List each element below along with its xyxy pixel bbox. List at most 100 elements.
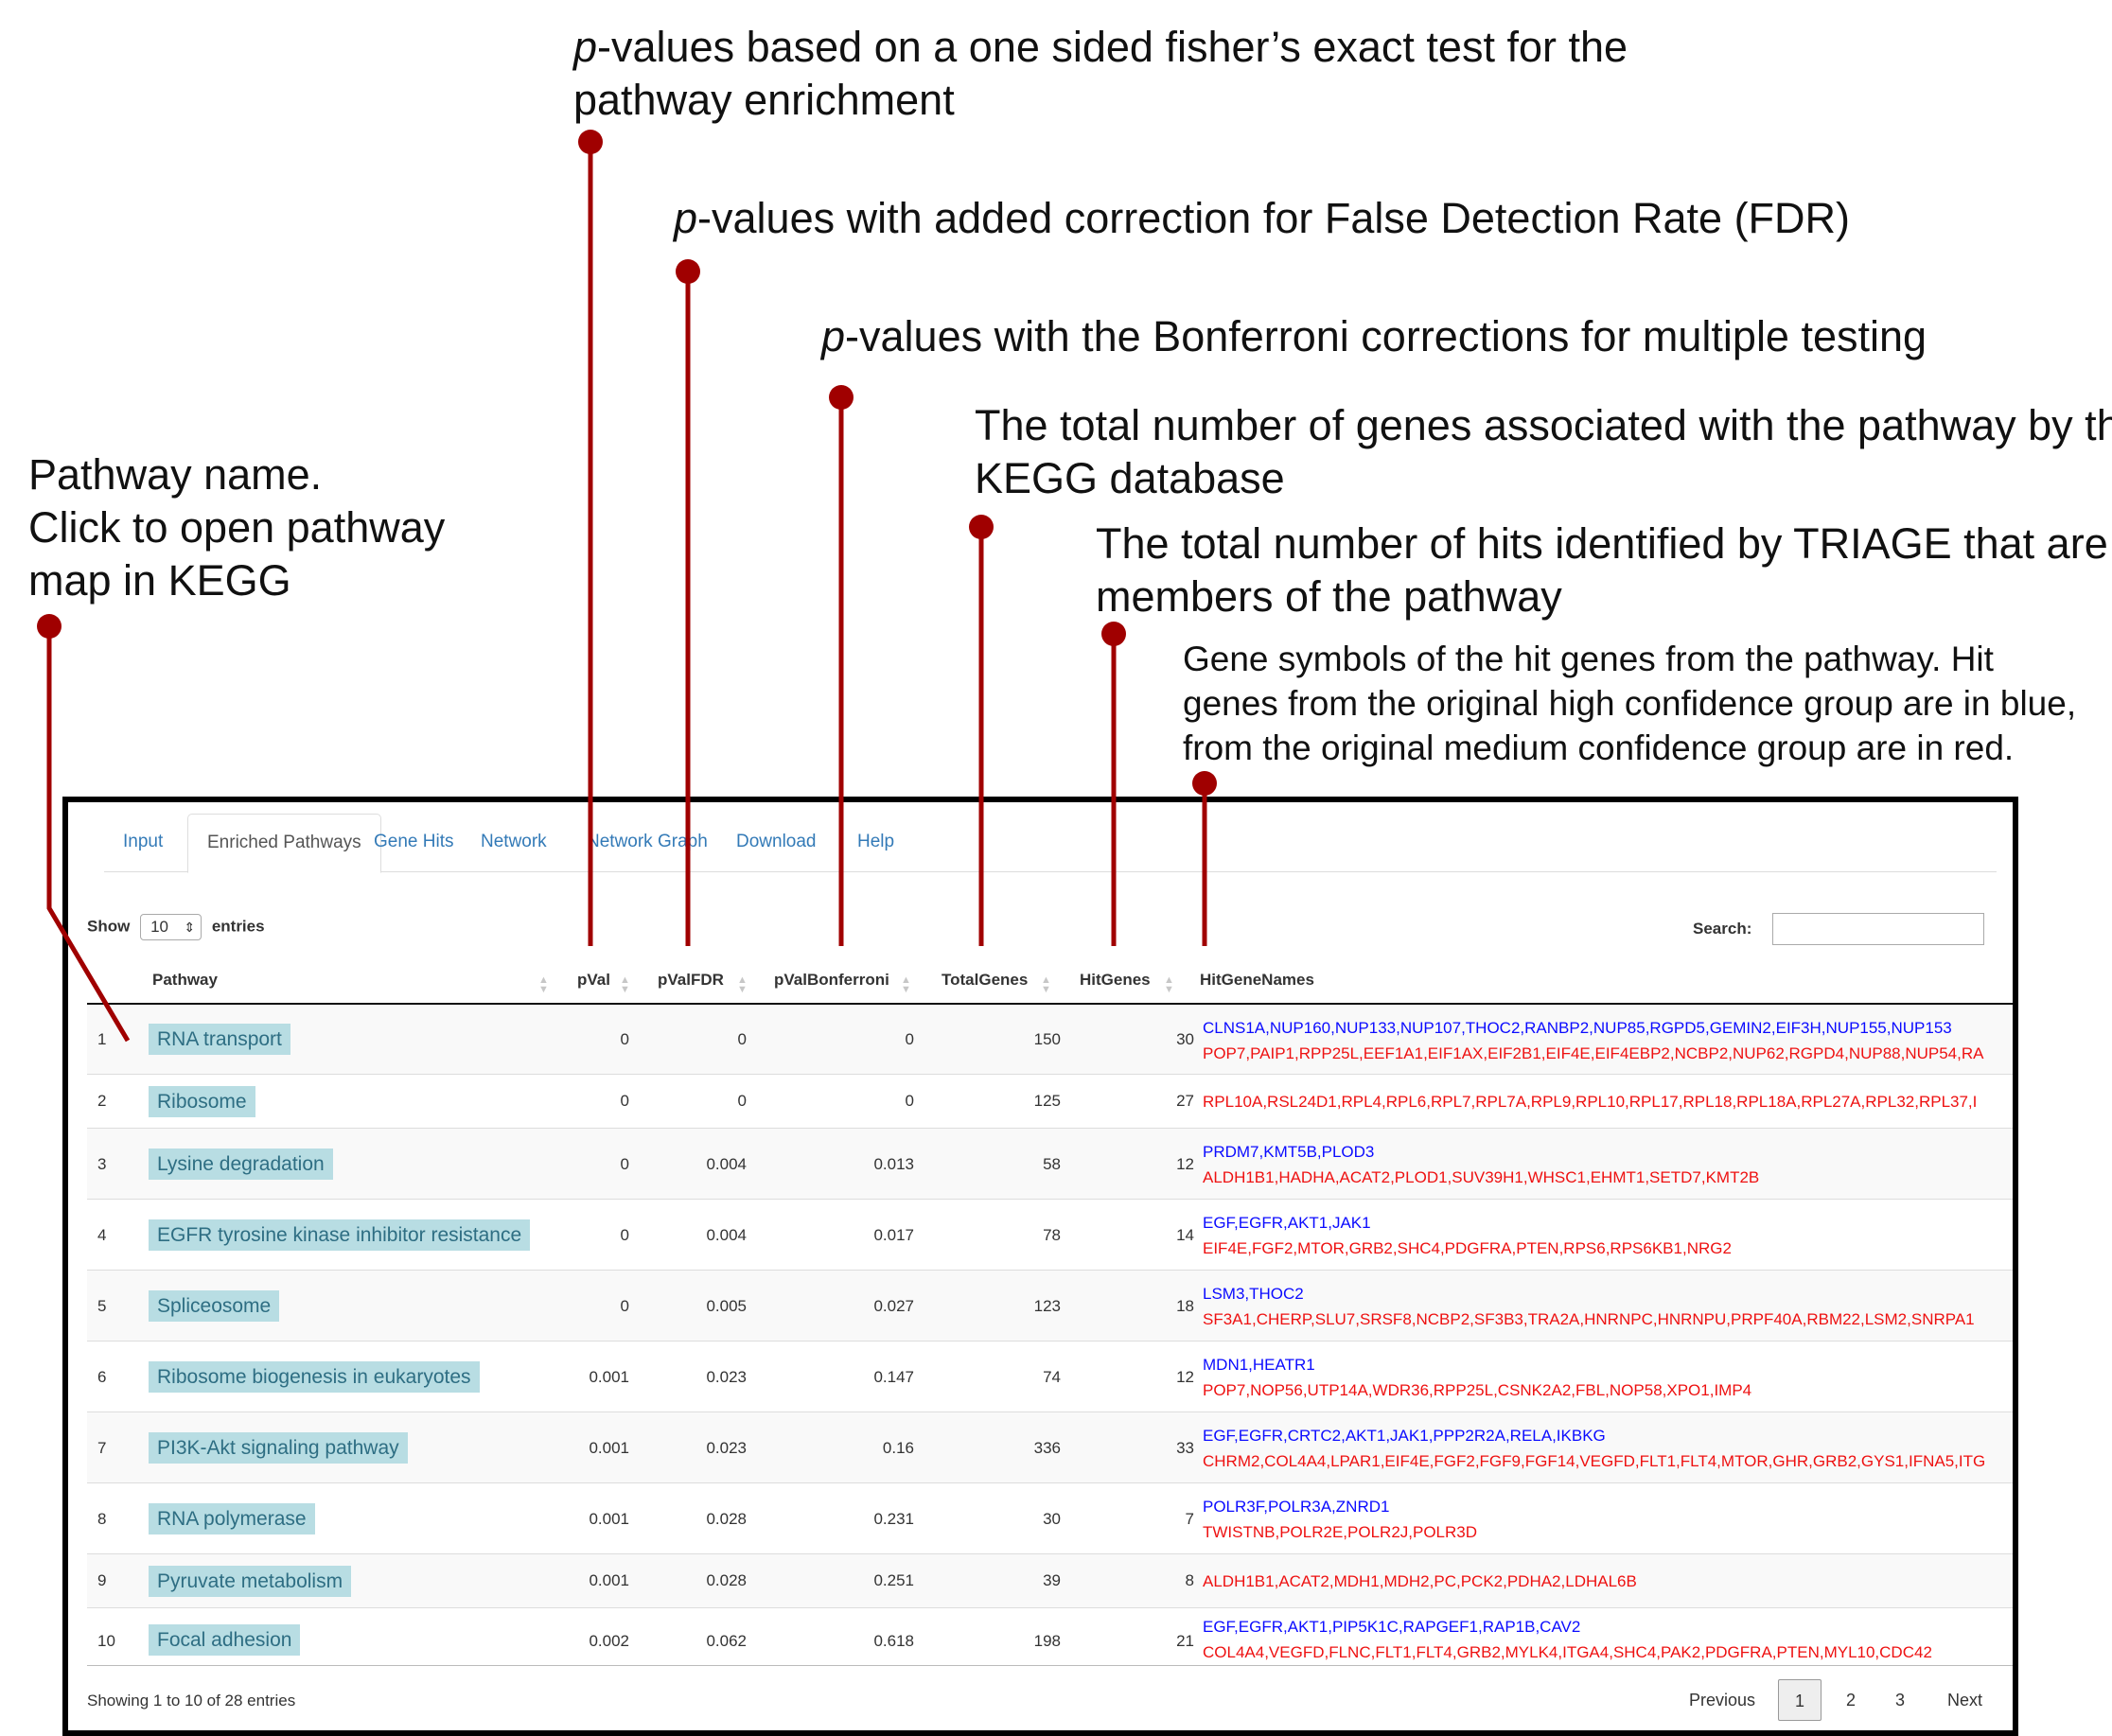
total-genes-cell: 58 bbox=[1043, 1155, 1061, 1173]
pval-cell: 0 bbox=[620, 1030, 629, 1048]
bonferroni-cell: 0.013 bbox=[873, 1155, 914, 1173]
hit-gene-names-cell: EGF,EGFR,CRTC2,AKT1,JAK1,PPP2R2A,RELA,IK… bbox=[1203, 1423, 1985, 1474]
pathway-link[interactable]: Ribosome biogenesis in eukaryotes bbox=[149, 1361, 480, 1393]
table-row: 8 RNA polymerase 0.001 0.028 0.231 30 7 … bbox=[87, 1483, 2013, 1554]
high-confidence-genes: LSM3,THOC2 bbox=[1203, 1285, 1304, 1303]
tab-gene-hits[interactable]: Gene Hits bbox=[374, 832, 454, 851]
genes-annotation-line3: from the original medium confidence grou… bbox=[1183, 728, 2015, 767]
header-pvalfdr[interactable]: pValFDR bbox=[658, 971, 724, 989]
entries-select-value: 10 bbox=[150, 918, 168, 936]
tab-input[interactable]: Input bbox=[123, 832, 164, 851]
page-1-button[interactable]: 1 bbox=[1778, 1679, 1822, 1721]
table-row: 6 Ribosome biogenesis in eukaryotes 0.00… bbox=[87, 1341, 2013, 1412]
pval-annotation-line1: -values based on a one sided fisher’s ex… bbox=[597, 23, 1628, 71]
total-genes-annotation: The total number of genes associated wit… bbox=[975, 399, 2112, 505]
pathway-link[interactable]: Pyruvate metabolism bbox=[149, 1566, 352, 1597]
bonferroni-annotation: p-values with the Bonferroni corrections… bbox=[821, 310, 1927, 363]
sort-icon: ▲ ▼ bbox=[1164, 974, 1174, 995]
pval-leader-dot bbox=[578, 130, 603, 154]
gene-names-annotation: Gene symbols of the hit genes from the p… bbox=[1183, 637, 2076, 770]
medium-confidence-genes: SF3A1,CHERP,SLU7,SRSF8,NCBP2,SF3B3,TRA2A… bbox=[1203, 1310, 1975, 1328]
header-hitgenenames[interactable]: HitGeneNames bbox=[1200, 971, 1314, 989]
hit-gene-names-cell: ALDH1B1,ACAT2,MDH1,MDH2,PC,PCK2,PDHA2,LD… bbox=[1203, 1569, 1637, 1594]
header-pathway[interactable]: Pathway bbox=[152, 971, 218, 989]
bonferroni-cell: 0.027 bbox=[873, 1297, 914, 1315]
table-row: 1 RNA transport 0 0 0 150 30 CLNS1A,NUP1… bbox=[87, 1005, 2013, 1075]
pathway-link[interactable]: Spliceosome bbox=[149, 1290, 280, 1322]
hit-genes-cell: 27 bbox=[1176, 1092, 1194, 1110]
sort-icon: ▲ ▼ bbox=[538, 974, 549, 995]
next-button[interactable]: Next bbox=[1947, 1691, 1983, 1710]
page-2-button[interactable]: 2 bbox=[1846, 1691, 1857, 1710]
fdr-annotation-p: p bbox=[674, 194, 698, 242]
hit-genes-cell: 21 bbox=[1176, 1632, 1194, 1650]
pathway-link[interactable]: Lysine degradation bbox=[149, 1149, 333, 1180]
total-genes-cell: 78 bbox=[1043, 1226, 1061, 1244]
fdr-annotation: p-values with added correction for False… bbox=[674, 192, 1850, 245]
row-index: 6 bbox=[97, 1368, 107, 1386]
table-row: 5 Spliceosome 0 0.005 0.027 123 18 LSM3,… bbox=[87, 1271, 2013, 1341]
bonferroni-cell: 0 bbox=[905, 1092, 914, 1110]
hit-gene-names-cell: RPL10A,RSL24D1,RPL4,RPL6,RPL7,RPL7A,RPL9… bbox=[1203, 1089, 1977, 1114]
bonferroni-cell: 0.147 bbox=[873, 1368, 914, 1386]
search-input[interactable] bbox=[1772, 913, 1984, 945]
hit-gene-names-cell: LSM3,THOC2 SF3A1,CHERP,SLU7,SRSF8,NCBP2,… bbox=[1203, 1281, 1975, 1332]
row-index: 10 bbox=[97, 1632, 115, 1650]
fdr-cell: 0.004 bbox=[706, 1155, 747, 1173]
medium-confidence-genes: RPL10A,RSL24D1,RPL4,RPL6,RPL7,RPL7A,RPL9… bbox=[1203, 1093, 1978, 1111]
total-genes-cell: 125 bbox=[1033, 1092, 1061, 1110]
tab-network[interactable]: Network bbox=[481, 832, 547, 851]
pathway-link[interactable]: Focal adhesion bbox=[149, 1624, 301, 1656]
medium-confidence-genes: COL4A4,VEGFD,FLNC,FLT1,FLT4,GRB2,MYLK4,I… bbox=[1203, 1643, 1932, 1661]
total-genes-cell: 74 bbox=[1043, 1368, 1061, 1386]
table-row: 9 Pyruvate metabolism 0.001 0.028 0.251 … bbox=[87, 1554, 2013, 1608]
bonferroni-cell: 0 bbox=[905, 1030, 914, 1048]
pathway-link[interactable]: RNA polymerase bbox=[149, 1503, 315, 1534]
search-label: Search: bbox=[1693, 920, 1752, 938]
pathway-link[interactable]: RNA transport bbox=[149, 1024, 290, 1055]
pathway-link[interactable]: EGFR tyrosine kinase inhibitor resistanc… bbox=[149, 1219, 531, 1251]
tab-enriched-pathways[interactable]: Enriched Pathways bbox=[187, 814, 381, 873]
table-row: 4 EGFR tyrosine kinase inhibitor resista… bbox=[87, 1200, 2013, 1271]
total-annotation-line1: The total number of genes associated wit… bbox=[975, 401, 2112, 449]
header-pval[interactable]: pVal bbox=[577, 971, 610, 989]
bonferroni-cell: 0.017 bbox=[873, 1226, 914, 1244]
total-genes-leader-dot bbox=[969, 515, 994, 539]
table-row: 2 Ribosome 0 0 0 125 27 RPL10A,RSL24D1,R… bbox=[87, 1075, 2013, 1129]
row-index: 8 bbox=[97, 1510, 107, 1528]
pathway-link[interactable]: PI3K-Akt signaling pathway bbox=[149, 1432, 408, 1464]
pval-cell: 0.002 bbox=[589, 1632, 629, 1650]
total-genes-cell: 39 bbox=[1043, 1571, 1061, 1589]
pval-cell: 0 bbox=[620, 1297, 629, 1315]
header-totalgenes[interactable]: TotalGenes bbox=[942, 971, 1029, 989]
tab-help[interactable]: Help bbox=[857, 832, 895, 851]
header-hitgenes[interactable]: HitGenes bbox=[1080, 971, 1151, 989]
tab-network-graph[interactable]: Network Graph bbox=[587, 832, 708, 851]
header-pvalbonferroni[interactable]: pValBonferroni bbox=[774, 971, 889, 989]
hit-genes-cell: 12 bbox=[1176, 1155, 1194, 1173]
length-control: Show 10 ⇕ entries bbox=[87, 914, 265, 940]
fdr-cell: 0.023 bbox=[706, 1439, 747, 1457]
row-index: 1 bbox=[97, 1030, 107, 1048]
high-confidence-genes: EGF,EGFR,AKT1,JAK1 bbox=[1203, 1214, 1371, 1232]
fdr-cell: 0.023 bbox=[706, 1368, 747, 1386]
medium-confidence-genes: POP7,PAIP1,RPP25L,EEF1A1,EIF1AX,EIF2B1,E… bbox=[1203, 1044, 1984, 1062]
pval-cell: 0.001 bbox=[589, 1368, 629, 1386]
pathway-link[interactable]: Ribosome bbox=[149, 1086, 255, 1117]
high-confidence-genes: EGF,EGFR,AKT1,PIP5K1C,RAPGEF1,RAP1B,CAV2 bbox=[1203, 1618, 1581, 1636]
bonferroni-cell: 0.618 bbox=[873, 1632, 914, 1650]
tab-download[interactable]: Download bbox=[736, 832, 817, 851]
sort-icon: ▲ ▼ bbox=[737, 974, 748, 995]
high-confidence-genes: POLR3F,POLR3A,ZNRD1 bbox=[1203, 1498, 1390, 1516]
entries-select[interactable]: 10 ⇕ bbox=[140, 914, 202, 940]
page-3-button[interactable]: 3 bbox=[1895, 1691, 1906, 1710]
fdr-annotation-text: -values with added correction for False … bbox=[697, 194, 1851, 242]
hit-gene-names-cell: POLR3F,POLR3A,ZNRD1 TWISTNB,POLR2E,POLR2… bbox=[1203, 1494, 1477, 1545]
previous-button[interactable]: Previous bbox=[1689, 1691, 1756, 1710]
hit-gene-names-cell: CLNS1A,NUP160,NUP133,NUP107,THOC2,RANBP2… bbox=[1203, 1015, 1983, 1066]
table-row: 10 Focal adhesion 0.002 0.062 0.618 198 … bbox=[87, 1608, 2013, 1665]
high-confidence-genes: PRDM7,KMT5B,PLOD3 bbox=[1203, 1143, 1375, 1161]
hit-gene-names-cell: MDN1,HEATR1 POP7,NOP56,UTP14A,WDR36,RPP2… bbox=[1203, 1352, 1751, 1403]
hit-gene-names-cell: EGF,EGFR,AKT1,PIP5K1C,RAPGEF1,RAP1B,CAV2… bbox=[1203, 1614, 1932, 1665]
pathway-annotation: Pathway name. Click to open pathway map … bbox=[28, 448, 445, 607]
